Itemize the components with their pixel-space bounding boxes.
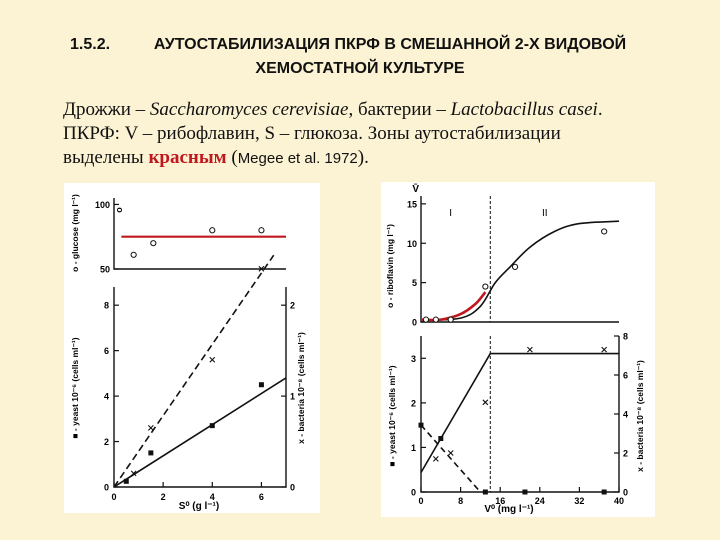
rb-bacteria-point-2: [482, 399, 489, 406]
rb-yeast-point-3: [522, 489, 528, 495]
rb-ytick-left-label-3: 3: [411, 354, 416, 364]
rb-ytick-left-label-1: 1: [411, 443, 416, 453]
lb-ytick-left-label-1: 2: [104, 437, 109, 447]
rt-ytick-label-2: 10: [407, 239, 417, 249]
description-line-2: ПКРФ: V – рибофлавин, S – глюкоза. Зоны …: [63, 123, 561, 144]
lb-bacteria-point-2: [209, 356, 216, 363]
rt-ylabel: o - riboflavin (mg l⁻¹): [385, 224, 395, 308]
rt-ytick-label-1: 5: [412, 278, 417, 288]
rt-ytick-label-0: 0: [412, 318, 417, 328]
lb-ytick-right-label-1: 1: [290, 392, 295, 402]
lb-axes: [113, 287, 287, 488]
rt-point-0: [422, 316, 430, 323]
lb-ytick-right-label-0: 0: [290, 483, 295, 493]
rb-bacteria-point-4: [601, 346, 608, 353]
rb-ylabel-right: x - bacteria 10⁻⁸ (cells ml⁻¹): [635, 360, 645, 472]
rb-yeast-line: [420, 424, 481, 493]
lb-yeast-point-2: [209, 423, 215, 429]
left-chart-svg: 50 100 o - glucose (mg l⁻¹) o 0 2 4 6 8 0 1 2 0 2 4 6 S…: [70, 194, 306, 512]
rb-bacteria-point-1: [447, 450, 454, 456]
lt-point-0: [130, 251, 137, 258]
rb-ytick-right-label-3: 6: [623, 371, 628, 381]
lb-xlabel: S⁰ (g l⁻¹): [179, 501, 219, 512]
lt-panel-letter: o: [114, 207, 124, 213]
description-line-1: Дрожжи – Saccharomyces cerevisiae, бакте…: [63, 99, 603, 120]
lb-xtick-label-2: 4: [210, 492, 215, 502]
slide-title-line2: ХЕМОСТАТНОЙ КУЛЬТУРЕ: [255, 60, 465, 77]
red-keyword: красным: [148, 147, 227, 168]
rt-red-line: [420, 291, 487, 322]
lt-ytick-label-0: 50: [100, 265, 110, 275]
lt-ytick-label-1: 100: [95, 200, 110, 210]
rb-bacteria-line: [420, 352, 619, 473]
rb-yeast-point-1: [438, 436, 444, 442]
rt-ytick-label-3: 15: [407, 199, 417, 209]
rb-xtick-label-5: 40: [614, 496, 624, 506]
rb-ytick-right-label-1: 2: [623, 449, 628, 459]
lt-point-3: [258, 227, 265, 234]
rb-xtick-label-1: 8: [458, 496, 463, 506]
lb-xtick-label-0: 0: [111, 492, 116, 502]
lb-yeast-line: [113, 377, 287, 488]
lb-bacteria-point-3: [258, 265, 265, 272]
rb-xtick-label-2: 16: [495, 496, 505, 506]
rb-ylabel-left: ■ - yeast 10⁻⁶ (cells ml⁻¹): [387, 365, 397, 466]
rb-ytick-left-label-2: 2: [411, 398, 416, 408]
rb-ytick-right-label-2: 4: [623, 410, 628, 420]
rb-yeast-point-0: [418, 422, 424, 428]
rt-point-1: [432, 316, 439, 323]
lb-yeast-point-1: [148, 450, 154, 456]
lb-bacteria-point-1: [147, 425, 154, 431]
lb-ylabel-right: x - bacteria 10⁻⁸ (cells ml⁻¹): [296, 332, 306, 444]
lb-xtick-label-3: 6: [259, 492, 264, 502]
rt-corner-label: V̄: [412, 183, 419, 195]
lb-xtick-label-1: 2: [161, 492, 166, 502]
rb-xtick-label-3: 24: [535, 496, 545, 506]
title-text-1: АУТОСТАБИЛИЗАЦИЯ ПКРФ В СМЕШАННОЙ 2-Х ВИ…: [153, 36, 627, 53]
description-text: Дрожжи – Saccharomyces cerevisiae, бакте…: [63, 98, 713, 171]
lb-ytick-right-label-2: 2: [290, 301, 295, 311]
slide-title-line1: 1.5.2. АУТОСТАБИЛИЗАЦИЯ ПКРФ В СМЕШАННОЙ…: [0, 34, 720, 56]
rb-bacteria-point-0: [432, 455, 439, 462]
rb-yeast-point-2: [482, 489, 488, 495]
rb-xtick-label-0: 0: [418, 496, 423, 506]
rt-point-3: [482, 283, 489, 290]
rb-yeast-point-4: [601, 489, 607, 495]
rb-ytick-right-label-0: 0: [623, 488, 628, 498]
lt-point-2: [209, 227, 216, 234]
lt-axes: [113, 198, 286, 270]
rt-sigmoid-line: [420, 220, 620, 322]
rb-xtick-label-4: 32: [574, 496, 584, 506]
left-top-chart: 50 100 o - glucose (mg l⁻¹) o: [70, 194, 286, 275]
rt-zone-II: II: [542, 208, 548, 219]
rb-ytick-left-label-0: 0: [411, 488, 416, 498]
rt-point-5: [601, 228, 608, 235]
left-bottom-chart: 0 2 4 6 8 0 1 2 0 2 4 6 S⁰ (g l⁻¹) ■ - yeast 10⁻⁶ (ce…: [70, 254, 306, 512]
rb-bacteria-point-3: [527, 346, 533, 353]
lb-yeast-point-3: [258, 382, 264, 388]
rb-axes: [420, 336, 620, 493]
lb-ytick-left-label-4: 8: [104, 301, 109, 311]
section-number: 1.5.2.: [70, 36, 111, 53]
lb-yeast-point-0: [123, 478, 129, 484]
lb-ytick-left-label-2: 4: [104, 392, 109, 402]
rt-point-4: [511, 263, 519, 270]
rb-ytick-right-label-4: 8: [623, 332, 628, 342]
rt-zone-I: I: [449, 208, 452, 219]
lb-ytick-left-label-0: 0: [104, 483, 109, 493]
lt-ylabel: o - glucose (mg l⁻¹): [70, 194, 80, 272]
rb-xlabel: V⁰ (mg l⁻¹): [484, 504, 533, 515]
lt-point-1: [150, 240, 157, 247]
description-line-3: выделены красным (Megee et al. 1972).: [63, 147, 369, 168]
rt-point-2: [447, 316, 454, 323]
lb-ytick-left-label-3: 6: [104, 346, 109, 356]
lb-ylabel-left: ■ - yeast 10⁻⁶ (cells ml⁻¹): [70, 337, 80, 438]
left-figure: 50 100 o - glucose (mg l⁻¹) o 0 2 4 6 8 0 1 2 0 2 4 6 S…: [64, 183, 320, 513]
lb-bacteria-line: [113, 254, 275, 488]
lb-bacteria-point-0: [130, 470, 137, 477]
